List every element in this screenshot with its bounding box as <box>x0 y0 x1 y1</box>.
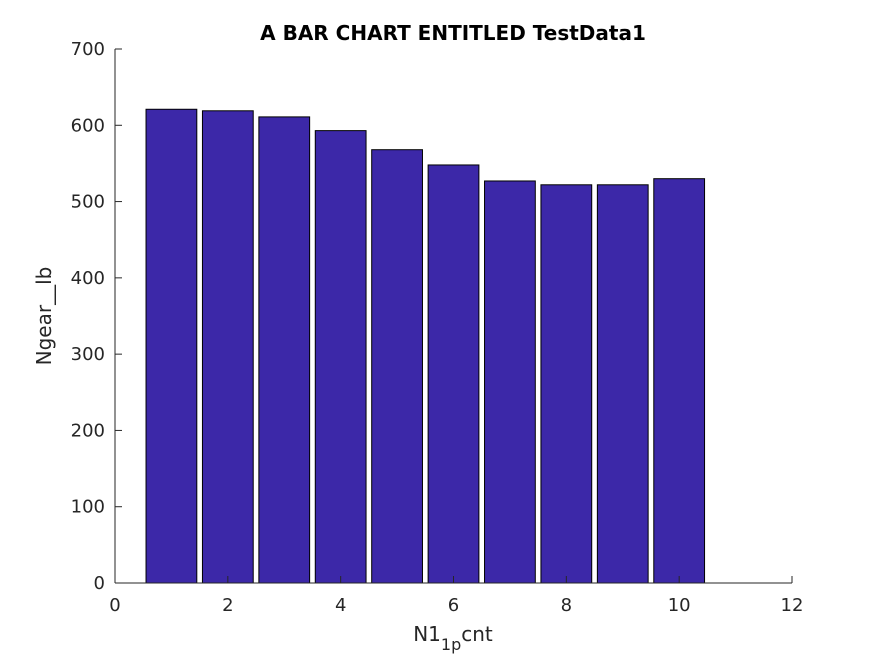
bar-10 <box>653 178 706 584</box>
x-axis-label-main: N1 <box>413 622 441 646</box>
x-tick-label: 4 <box>335 595 346 616</box>
x-tick-label: 12 <box>781 595 804 616</box>
chart-title: A BAR CHART ENTITLED TestData1 <box>260 21 646 45</box>
bar-7 <box>484 180 536 584</box>
x-axis-label-subscript: 1p <box>441 635 461 654</box>
x-tick-label: 6 <box>448 595 459 616</box>
x-tick-label: 2 <box>222 595 233 616</box>
x-tick-label: 10 <box>668 595 691 616</box>
y-tick-label: 200 <box>71 420 105 441</box>
y-tick-label: 500 <box>71 192 105 213</box>
x-tick-label: 0 <box>109 595 120 616</box>
x-tick-label: 8 <box>561 595 572 616</box>
x-axis-label-tail: cnt <box>461 622 493 646</box>
bar-3 <box>258 116 311 584</box>
bar-1 <box>145 108 198 584</box>
y-tick-label: 400 <box>71 268 105 289</box>
bar-5 <box>371 149 423 584</box>
y-tick-label: 600 <box>71 115 105 136</box>
y-tick-label: 300 <box>71 344 105 365</box>
y-ticks: 0 100 200 300 400 500 600 700 <box>71 39 122 594</box>
bar-6 <box>427 164 480 584</box>
bars-group <box>145 108 706 584</box>
y-tick-label: 100 <box>71 497 105 518</box>
bar-9 <box>596 184 649 584</box>
x-axis-label: N11pcnt <box>413 622 493 654</box>
bar-8 <box>540 184 593 584</box>
y-tick-label: 0 <box>94 573 105 594</box>
bar-4 <box>314 130 367 584</box>
x-ticks: 0 2 4 6 8 10 12 <box>109 576 803 616</box>
bar-2 <box>201 110 254 584</box>
y-axis-label: Ngear__lb <box>32 267 56 366</box>
y-tick-label: 700 <box>71 39 105 60</box>
